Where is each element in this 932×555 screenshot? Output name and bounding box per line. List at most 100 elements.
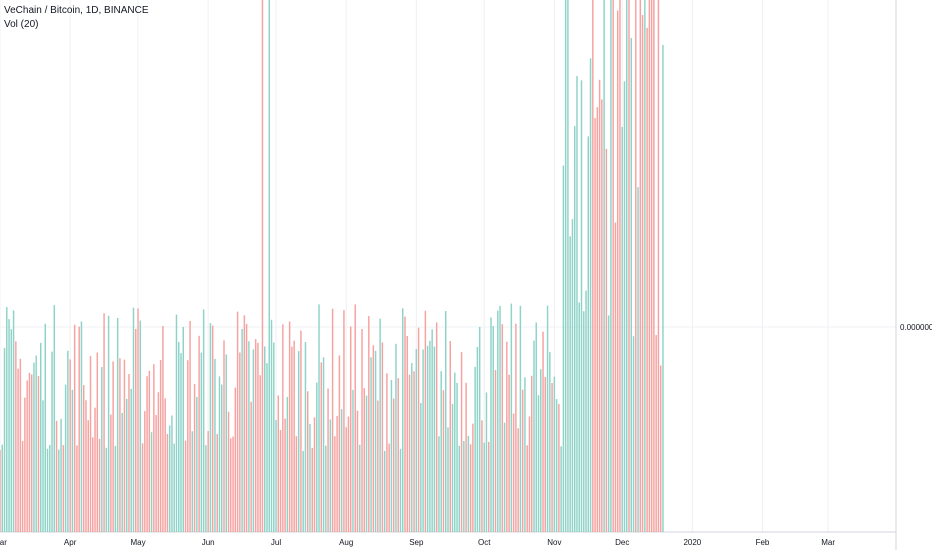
volume-bar <box>560 446 562 532</box>
volume-bar <box>336 415 338 532</box>
volume-bar <box>449 341 451 532</box>
volume-bar <box>46 448 49 532</box>
volume-bar <box>583 311 585 532</box>
volume-bar <box>381 342 384 532</box>
volume-bar <box>605 148 608 533</box>
volume-bar <box>374 350 377 532</box>
volume-bar <box>628 0 630 532</box>
volume-bar <box>73 324 76 532</box>
volume-bar <box>293 340 295 532</box>
volume-bar <box>318 304 320 532</box>
volume-bar <box>121 412 123 532</box>
volume-bar <box>116 317 119 532</box>
volume-bar <box>325 445 327 532</box>
volume-bar <box>429 340 431 532</box>
volume-bar <box>268 0 270 533</box>
volume-bar <box>533 340 535 532</box>
volume-bar <box>399 448 402 532</box>
volume-bar <box>53 305 56 532</box>
volume-bar <box>639 0 642 533</box>
volume-bar <box>460 352 463 532</box>
volume-bar <box>288 321 291 532</box>
volume-bar <box>239 352 241 532</box>
volume-bar <box>141 443 144 532</box>
volume-bar <box>580 80 583 533</box>
volume-bar <box>383 450 386 532</box>
x-tick-label: Jul <box>271 538 281 547</box>
volume-bar <box>644 0 646 533</box>
volume-bar <box>657 0 660 532</box>
volume-bar <box>558 403 560 532</box>
volume-bar <box>60 418 62 532</box>
volume-bar <box>273 342 275 532</box>
volume-bar <box>135 328 137 532</box>
symbol-title[interactable]: VeChain / Bitcoin, 1D, BINANCE <box>4 5 149 16</box>
x-tick-label: Nov <box>547 538 561 547</box>
volume-bar <box>610 0 612 532</box>
volume-bar <box>241 328 243 532</box>
volume-bar <box>621 127 623 533</box>
volume-bar <box>442 390 445 532</box>
volume-bar <box>662 44 664 532</box>
volume-indicator-label[interactable]: Vol (20) <box>4 19 39 30</box>
volume-bar <box>15 341 17 532</box>
volume-bar <box>162 325 164 532</box>
volume-bar <box>653 0 655 533</box>
volume-bar <box>254 339 257 532</box>
volume-bar <box>413 371 415 532</box>
volume-bar <box>361 328 363 532</box>
volume-bar <box>322 357 325 532</box>
volume-bar <box>490 317 492 532</box>
volume-bar <box>58 449 60 532</box>
volume-bar <box>49 444 51 532</box>
volume-bar <box>55 420 58 532</box>
volume-bar <box>601 99 603 532</box>
volume-bar <box>291 346 293 532</box>
volume-bar <box>481 420 483 532</box>
x-tick-label: Dec <box>615 538 629 547</box>
volume-bar <box>232 436 234 532</box>
volume-bar <box>463 440 465 532</box>
volume-bar <box>261 0 264 532</box>
volume-bar <box>447 427 449 532</box>
volume-bar <box>379 318 381 532</box>
volume-bar <box>576 76 578 532</box>
volume-bar <box>132 307 135 532</box>
x-tick-label: Jun <box>202 538 215 547</box>
volume-bar <box>198 335 200 532</box>
volume-bar <box>168 425 171 532</box>
volume-bar <box>221 384 223 532</box>
volume-bar <box>365 395 368 532</box>
volume-bar <box>297 351 300 532</box>
volume-bar <box>630 38 633 533</box>
volume-bar <box>402 308 404 532</box>
volume-bar <box>562 165 565 532</box>
volume-bar <box>279 429 282 532</box>
volume-bar <box>157 392 160 532</box>
volume-bar <box>130 388 132 532</box>
volume-bar <box>205 445 207 532</box>
volume-bar <box>546 305 549 532</box>
volume-bar <box>343 310 345 532</box>
volume-bar <box>596 107 599 532</box>
volume-bar <box>340 409 343 532</box>
volume-bar <box>92 437 94 532</box>
volume-bar <box>282 324 284 532</box>
volume-bar <box>128 374 130 532</box>
volume-bar <box>30 374 33 532</box>
volume-bar <box>94 407 96 532</box>
volume-bar <box>320 362 323 532</box>
volume-bar <box>96 352 99 532</box>
volume-bar <box>148 370 151 532</box>
volume-bar <box>189 320 191 532</box>
volume-bar <box>103 313 105 532</box>
volume-bar <box>216 434 218 532</box>
volume-bar <box>422 349 424 532</box>
volume-bar <box>553 376 556 532</box>
volume-bar <box>564 0 567 533</box>
volume-bar <box>426 345 429 532</box>
volume-bar <box>356 410 359 532</box>
x-tick-label: 2020 <box>683 538 701 547</box>
